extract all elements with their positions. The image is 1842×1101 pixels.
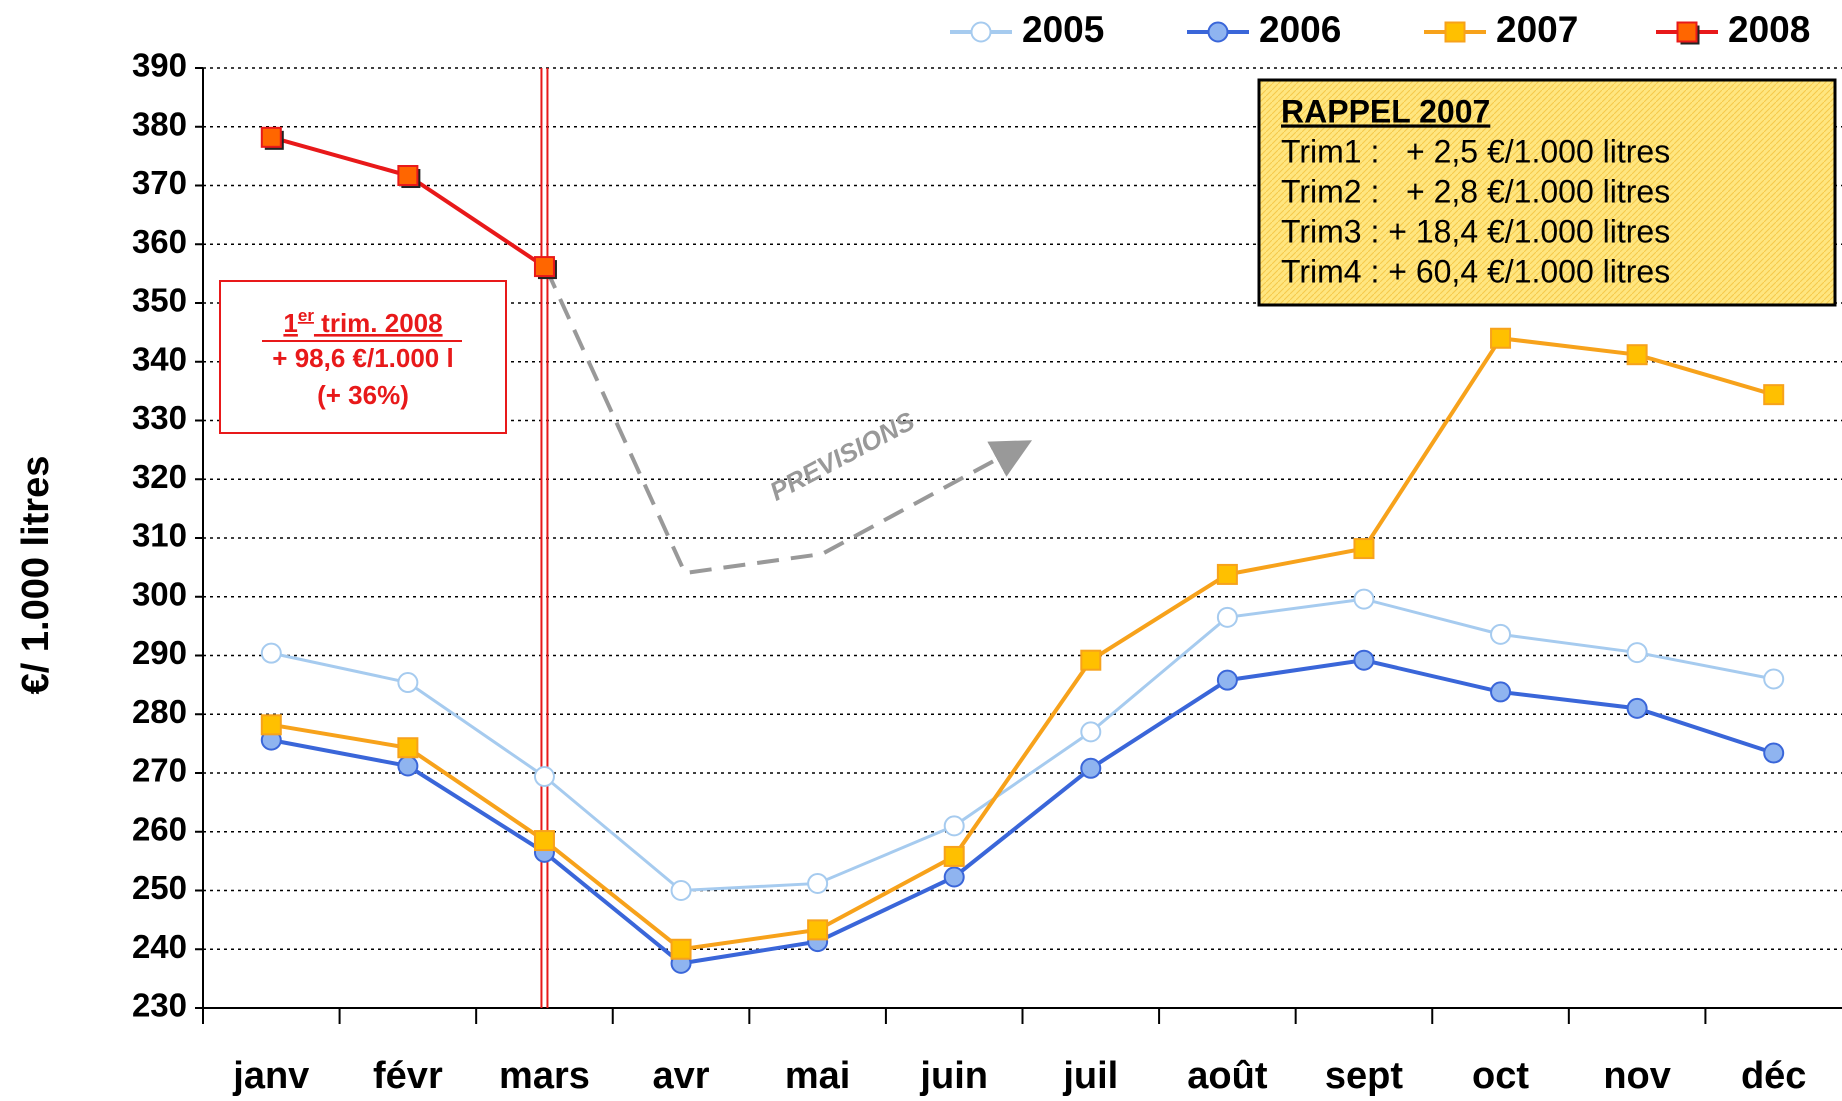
marker [1490,681,1512,703]
y-tick-label: 270 [132,752,187,789]
marker [533,830,555,852]
marker [260,714,282,736]
reminder-title: RAPPEL 2007 [1281,93,1490,129]
reminder-line: Trim2 : + 2,8 €/1.000 litres [1281,173,1670,209]
marker [807,872,829,894]
y-tick-label: 320 [132,458,187,495]
x-tick-label: oct [1472,1055,1529,1097]
marker [943,845,965,867]
marker [1216,563,1238,585]
marker [533,256,555,278]
series-line [270,597,1774,893]
legend-label: 2007 [1496,9,1578,50]
x-tick-label: sept [1325,1055,1403,1097]
marker [260,126,282,148]
marker [1763,742,1785,764]
y-tick-label: 260 [132,810,187,847]
x-tick-label: mai [785,1055,850,1097]
marker [260,642,282,664]
x-tick-label: avr [653,1055,710,1097]
y-axis-title: €/ 1.000 litres [15,456,57,695]
marker [1490,327,1512,349]
y-tick-label: 340 [132,340,187,377]
marker [1626,344,1648,366]
marker [1216,606,1238,628]
x-tick-label: févr [373,1055,443,1097]
marker [1080,649,1102,671]
quarter-title: 1er trim. 2008 [283,306,442,337]
marker [1207,21,1229,43]
y-tick-label: 390 [132,47,187,84]
y-tick-label: 280 [132,693,187,730]
title-num: 1 [283,308,297,338]
y-tick-label: 330 [132,399,187,436]
marker [1763,384,1785,406]
y-tick-label: 250 [132,869,187,906]
marker [670,938,692,960]
quarter-line: + 98,6 €/1.000 l [272,343,453,373]
series-line [270,336,1775,952]
marker [397,165,419,187]
y-tick-label: 380 [132,105,187,142]
legend-label: 2006 [1259,9,1341,50]
marker [1353,588,1375,610]
marker [1080,721,1102,743]
marker [1676,21,1698,43]
y-tick-label: 230 [132,987,187,1024]
legend-label: 2008 [1728,9,1810,50]
x-tick-label: déc [1741,1055,1806,1097]
y-tick-label: 240 [132,928,187,965]
marker [1080,757,1102,779]
y-tick-label: 370 [132,164,187,201]
series-line [270,658,1775,966]
quarter-box [219,280,507,434]
marker [1216,669,1238,691]
marker [1490,623,1512,645]
marker [397,737,419,759]
y-tick-label: 350 [132,282,187,319]
y-tick-label: 360 [132,223,187,260]
marker [1626,642,1648,664]
x-tick-label: janv [232,1055,309,1097]
marker [970,21,992,43]
marker [1763,668,1785,690]
marker [807,919,829,941]
legend-label: 2005 [1022,9,1104,50]
x-tick-label: nov [1603,1055,1671,1097]
y-tick-label: 300 [132,575,187,612]
title-sup: er [298,306,314,325]
title-rest: trim. 2008 [314,308,443,338]
reminder-line: Trim3 : + 18,4 €/1.000 litres [1281,213,1670,249]
marker [943,866,965,888]
marker [533,766,555,788]
reminder-box [1257,78,1837,307]
series-line [270,135,546,269]
reminder-line: Trim4 : + 60,4 €/1.000 litres [1281,253,1670,289]
reminder-line: Trim1 : + 2,5 €/1.000 litres [1281,133,1670,169]
x-tick-label: mars [499,1055,590,1097]
x-tick-label: août [1187,1055,1268,1097]
y-tick-label: 310 [132,517,187,554]
x-tick-label: juin [919,1055,988,1097]
forecast-arrow [544,267,1033,576]
x-tick-label: juil [1062,1055,1118,1097]
marker [1353,649,1375,671]
quarter-line: (+ 36%) [317,380,409,410]
marker [397,672,419,694]
marker [670,880,692,901]
marker [1353,538,1375,560]
y-tick-label: 290 [132,634,187,671]
marker [1444,21,1466,43]
marker [397,755,419,777]
marker [943,815,965,837]
marker [1626,697,1648,719]
